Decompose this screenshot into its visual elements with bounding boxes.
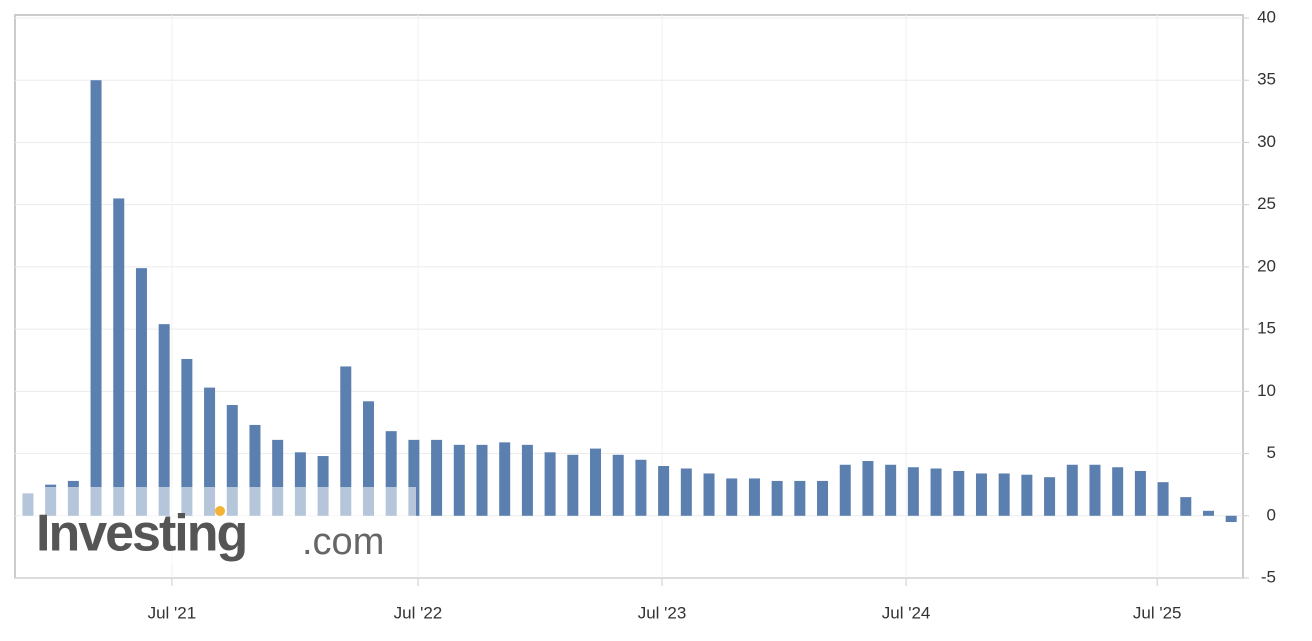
bar: [953, 470, 965, 516]
bar: [862, 461, 874, 516]
x-tick-label: Jul '22: [394, 603, 443, 622]
bar: [771, 480, 783, 516]
watermark-brand: Investing: [36, 505, 246, 563]
bar: [1066, 464, 1078, 516]
bar: [181, 358, 193, 516]
bar: [612, 454, 624, 516]
bar: [794, 480, 806, 516]
bar: [1134, 470, 1146, 516]
bar: [90, 80, 102, 516]
bar: [590, 448, 602, 516]
bar: [385, 431, 397, 516]
bar: [680, 468, 692, 516]
bar: [885, 464, 897, 516]
bar: [930, 468, 942, 516]
bar: [1180, 497, 1192, 516]
bar: [113, 198, 125, 516]
bar: [431, 439, 443, 516]
bar: [499, 442, 511, 516]
bar: [294, 452, 306, 516]
bar: [1112, 467, 1124, 516]
y-tick-label: 20: [1257, 256, 1276, 275]
bar: [408, 439, 420, 516]
y-tick-label: 40: [1257, 7, 1276, 26]
watermark-backdrop: [20, 487, 416, 565]
y-tick-label: 5: [1267, 443, 1276, 462]
watermark-suffix: .com: [302, 521, 384, 563]
bar: [453, 444, 465, 516]
bar: [635, 459, 647, 516]
bar: [1202, 510, 1214, 516]
bar: [1157, 482, 1169, 516]
watermark-dot: [215, 506, 225, 516]
bar: [135, 268, 147, 516]
bar: [340, 366, 352, 516]
y-tick-label: 30: [1257, 132, 1276, 151]
x-tick-label: Jul '23: [638, 603, 687, 622]
bar: [362, 401, 374, 516]
bar: [158, 324, 170, 516]
bar: [226, 405, 238, 516]
bar: [907, 467, 919, 516]
bar: [839, 464, 851, 516]
bar: [249, 424, 261, 516]
bar: [317, 456, 329, 516]
y-tick-label: 0: [1267, 505, 1276, 524]
bar: [544, 452, 556, 516]
bar: [1089, 464, 1101, 516]
x-tick-label: Jul '21: [148, 603, 197, 622]
y-tick-label: 15: [1257, 319, 1276, 338]
bar: [975, 473, 987, 516]
bar: [703, 473, 715, 516]
y-tick-label: 10: [1257, 381, 1276, 400]
y-tick-label: 25: [1257, 194, 1276, 213]
bar: [658, 466, 670, 516]
y-tick-label: -5: [1261, 567, 1276, 586]
bar: [748, 478, 760, 516]
bar: [272, 439, 284, 516]
bar: [521, 444, 533, 516]
bar: [998, 473, 1010, 516]
bar: [567, 454, 579, 516]
x-tick-label: Jul '24: [882, 603, 931, 622]
bar: [1021, 474, 1033, 516]
bar: [1044, 477, 1056, 516]
bar: [1225, 515, 1237, 522]
bar: [726, 478, 738, 516]
bar: [817, 480, 829, 516]
bar: [204, 387, 216, 516]
y-tick-label: 35: [1257, 70, 1276, 89]
x-tick-label: Jul '25: [1133, 603, 1182, 622]
bar: [476, 444, 488, 516]
